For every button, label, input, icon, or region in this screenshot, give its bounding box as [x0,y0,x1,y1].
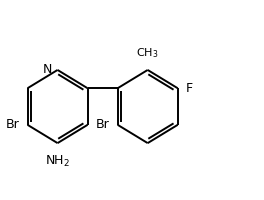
Text: Br: Br [6,118,20,131]
Text: N: N [43,63,52,76]
Text: CH$_3$: CH$_3$ [136,46,159,60]
Text: F: F [186,82,193,95]
Text: Br: Br [95,118,109,131]
Text: NH$_2$: NH$_2$ [45,154,70,169]
